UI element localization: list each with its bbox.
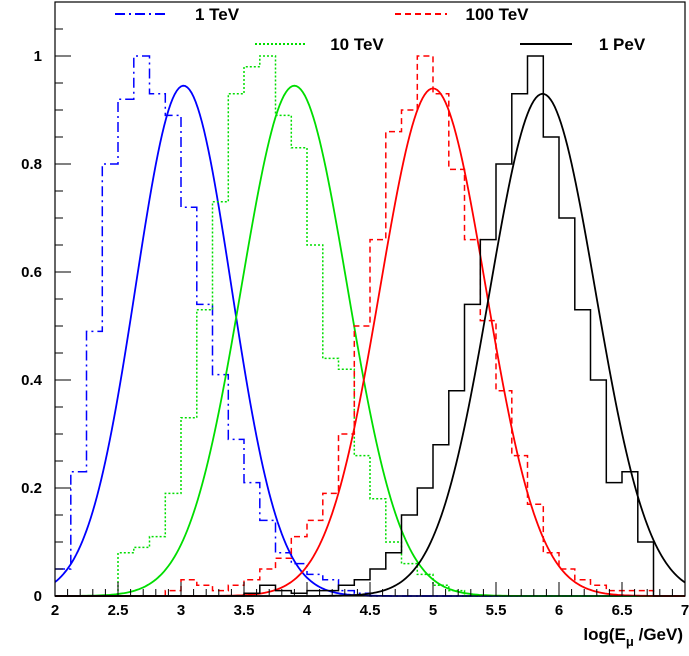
y-tick-label: 1 xyxy=(34,48,42,65)
legend: 1 TeV 10 TeV 100 TeV 1 PeV xyxy=(115,5,646,54)
legend-label-10-tev: 10 TeV xyxy=(330,35,384,54)
x-tick-label: 5.5 xyxy=(486,602,507,619)
x-axis-title: log(Eμ /GeV) xyxy=(583,625,683,649)
y-tick-label: 0.6 xyxy=(21,264,42,281)
x-tick-label: 5 xyxy=(429,602,437,619)
x-tick-label: 4.5 xyxy=(360,602,381,619)
histogram-100-tev xyxy=(55,55,685,597)
y-tick-label: 0.8 xyxy=(21,156,42,173)
legend-label-1-tev: 1 TeV xyxy=(195,5,240,24)
axes-layer: 2 2.5 3 3.5 4 4.5 5 5.5 6 6.5 7 0 0.2 0.4 0.6 0.8 1 xyxy=(21,1,689,619)
legend-label-1-pev: 1 PeV xyxy=(599,35,646,54)
x-tick-label: 2.5 xyxy=(108,602,129,619)
legend-label-100-tev: 100 TeV xyxy=(465,5,529,24)
histogram-1-pev xyxy=(55,55,685,597)
x-tick-label: 2 xyxy=(51,602,59,619)
x-tick-label: 7 xyxy=(681,602,689,619)
y-tick-label: 0 xyxy=(34,588,42,605)
x-tick-label: 6.5 xyxy=(612,602,633,619)
x-tick-label: 3.5 xyxy=(234,602,255,619)
x-tick-label: 3 xyxy=(177,602,185,619)
y-tick-label: 0.4 xyxy=(21,372,43,389)
y-tick-label: 0.2 xyxy=(21,480,42,497)
x-tick-label: 4 xyxy=(303,602,312,619)
x-tick-label: 6 xyxy=(555,602,563,619)
series-layer xyxy=(54,55,686,597)
